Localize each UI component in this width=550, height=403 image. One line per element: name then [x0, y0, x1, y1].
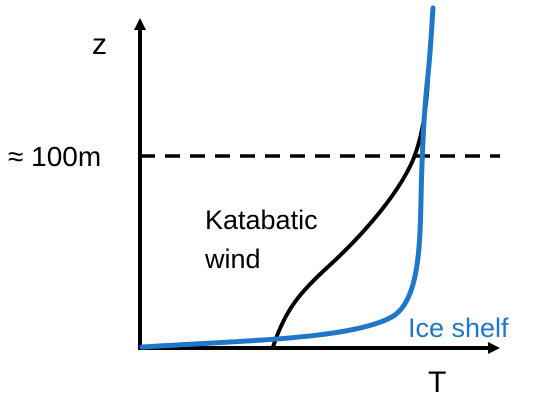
ice-shelf-curve: [139, 5, 436, 350]
katabatic-wind-label-line1: Katabatic: [205, 205, 318, 235]
y-axis-label: z: [92, 28, 107, 61]
ice-shelf-label: Ice shelf: [408, 313, 509, 343]
x-axis-label: T: [428, 366, 446, 399]
katabatic-wind-label-line2: wind: [204, 244, 261, 274]
reference-height-label: ≈ 100m: [8, 141, 101, 172]
